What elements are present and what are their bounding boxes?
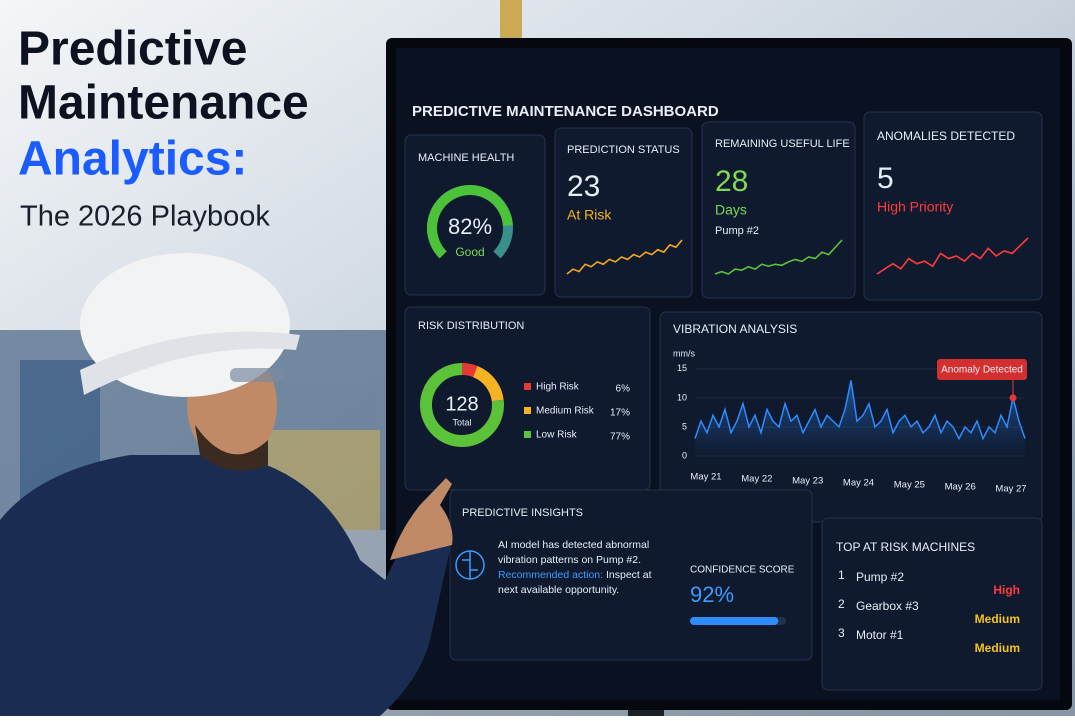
sparkline xyxy=(714,239,843,275)
legend-value: 6% xyxy=(616,384,631,395)
legend-swatch xyxy=(524,407,531,414)
card-label: RISK DISTRIBUTION xyxy=(418,320,524,332)
brain-icon xyxy=(455,550,485,580)
y-tick-label: 15 xyxy=(677,363,687,373)
machine-name: Pump #2 xyxy=(856,570,904,584)
message: AI model has detected abnormal vibration… xyxy=(498,539,650,566)
anomaly-status: High Priority xyxy=(877,199,953,215)
card-label: PREDICTIVE INSIGHTS xyxy=(462,507,583,519)
headline: Analytics: xyxy=(18,133,247,186)
legend-label: Low Risk xyxy=(536,430,578,441)
x-tick-label: May 27 xyxy=(995,484,1026,495)
legend-value: 77% xyxy=(610,432,630,443)
x-tick-label: May 25 xyxy=(894,480,925,491)
card-label: REMAINING USEFUL LIFE xyxy=(715,138,850,150)
card-label: PREDICTION STATUS xyxy=(567,144,680,156)
card xyxy=(554,127,693,298)
y-tick-label: 5 xyxy=(682,421,687,431)
x-tick-label: May 23 xyxy=(792,476,823,487)
x-tick-label: May 22 xyxy=(741,474,772,485)
risk-level: High xyxy=(993,583,1020,597)
y-tick-label: 0 xyxy=(682,450,687,460)
card xyxy=(404,306,651,491)
legend-value: 17% xyxy=(610,408,630,419)
confidence-value: 92% xyxy=(690,582,734,607)
card-label: MACHINE HEALTH xyxy=(418,152,514,164)
legend-swatch xyxy=(524,431,531,438)
donut-segment xyxy=(472,365,504,402)
legend-label: High Risk xyxy=(536,382,580,393)
risk-total-label: Total xyxy=(452,417,471,427)
card xyxy=(821,517,1043,691)
line xyxy=(694,380,1026,441)
confidence-bar xyxy=(690,617,779,625)
rul-unit: Days xyxy=(715,202,747,218)
machine-name: Motor #1 xyxy=(856,628,904,642)
dashboard-title: PREDICTIVE MAINTENANCE DASHBOARD xyxy=(412,103,719,120)
sparkline xyxy=(566,239,683,275)
machine-name: Gearbox #3 xyxy=(856,599,919,613)
sparkline xyxy=(876,237,1029,275)
annotation: Anomaly Detected xyxy=(941,365,1023,376)
donut-segment xyxy=(461,363,478,378)
card-label: ANOMALIES DETECTED xyxy=(877,129,1015,143)
gauge-value xyxy=(427,185,513,259)
risk-level: Medium xyxy=(975,612,1020,626)
prediction-value: 23 xyxy=(567,170,600,203)
worker xyxy=(0,253,453,716)
rul-machine: Pump #2 xyxy=(715,225,759,237)
rank: 1 xyxy=(838,568,845,582)
anomaly-point xyxy=(1009,394,1017,402)
card xyxy=(863,111,1043,301)
risk-total: 128 xyxy=(445,393,478,415)
risk-level: Medium xyxy=(975,641,1020,655)
headline: Predictive xyxy=(18,23,247,76)
legend-swatch xyxy=(524,383,531,390)
unit: mm/s xyxy=(673,348,695,358)
x-tick-label: May 24 xyxy=(843,478,874,489)
anomaly-value: 5 xyxy=(877,162,894,195)
donut-segment xyxy=(420,363,504,447)
action-label: Recommended action: xyxy=(498,569,604,581)
card-label: TOP AT RISK MACHINES xyxy=(836,540,975,554)
confidence-label: CONFIDENCE SCORE xyxy=(690,565,795,576)
headline: Maintenance xyxy=(18,77,309,130)
rank: 2 xyxy=(838,597,845,611)
rul-value: 28 xyxy=(715,165,748,198)
subheadline: The 2026 Playbook xyxy=(20,201,270,233)
x-tick-label: May 21 xyxy=(690,472,721,483)
annotation-box xyxy=(937,359,1027,380)
rank: 3 xyxy=(838,626,845,640)
health-status: Good xyxy=(455,245,484,259)
insight-text: AI model has detected abnormal vibration… xyxy=(498,539,652,596)
prediction-status: At Risk xyxy=(567,207,612,223)
y-tick-label: 10 xyxy=(677,392,687,402)
card xyxy=(701,121,856,299)
card-label: VIBRATION ANALYSIS xyxy=(673,322,797,336)
x-tick-label: May 26 xyxy=(945,482,976,493)
health-value: 82% xyxy=(448,214,492,239)
legend-label: Medium Risk xyxy=(536,406,595,417)
action: Inspect at next available opportunity. xyxy=(498,569,652,596)
